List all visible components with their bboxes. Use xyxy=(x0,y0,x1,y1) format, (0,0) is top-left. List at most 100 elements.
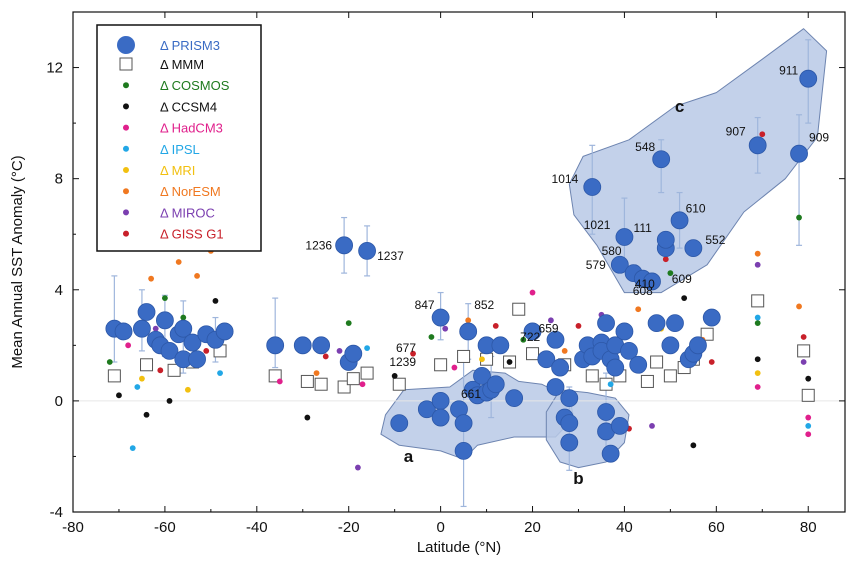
site-label-609: 609 xyxy=(672,272,692,286)
prism3-point xyxy=(601,444,620,463)
prism3-point xyxy=(312,336,331,355)
mmm-point xyxy=(512,302,526,316)
prism3-point xyxy=(643,272,661,291)
model-dot-miroc xyxy=(649,422,655,429)
site-label-579: 579 xyxy=(586,258,606,272)
prism3-point xyxy=(610,416,629,435)
prism3-point xyxy=(293,336,312,355)
prism3-point xyxy=(560,433,579,452)
prism3-point xyxy=(597,403,615,421)
legend-entry-label: Δ NorESM xyxy=(160,184,221,199)
prism3-point xyxy=(615,228,634,246)
y-tick-label: 4 xyxy=(55,282,63,299)
model-dot-hadcm3 xyxy=(529,289,536,296)
prism3-point xyxy=(610,255,629,274)
mmm-point xyxy=(457,349,471,363)
model-dot-mri xyxy=(139,375,145,382)
legend-entry-label: Δ IPSL xyxy=(160,142,200,157)
model-dot-miroc xyxy=(336,347,343,354)
prism3-point xyxy=(491,336,510,355)
model-dot-miroc xyxy=(800,359,807,365)
model-dot-giss-g1 xyxy=(662,256,669,263)
x-tick-label: -60 xyxy=(154,519,176,536)
site-label-608: 608 xyxy=(633,284,653,298)
region-labels: a b c xyxy=(404,97,685,488)
x-tick-label: 80 xyxy=(800,519,817,536)
model-dot-giss-g1 xyxy=(492,322,499,329)
model-dot-ccsm4 xyxy=(391,372,398,379)
site-label-1237: 1237 xyxy=(377,249,404,263)
legend-entry-label: Δ MIROC xyxy=(160,205,215,220)
model-dot-mri xyxy=(184,386,191,393)
site-label-909: 909 xyxy=(809,131,829,145)
y-tick-label: 8 xyxy=(55,171,63,188)
model-dot-giss-g1 xyxy=(575,322,582,329)
prism3-point xyxy=(647,314,666,333)
model-dot-giss-g1 xyxy=(708,359,715,365)
model-dot-ccsm4 xyxy=(166,397,173,404)
mmm-point xyxy=(751,294,765,308)
prism3-point xyxy=(597,314,615,333)
model-dot-noresm xyxy=(313,370,320,377)
x-tick-label: 20 xyxy=(524,519,541,536)
site-label-907: 907 xyxy=(726,124,746,138)
site-label-722: 722 xyxy=(520,330,540,344)
prism3-point xyxy=(454,414,473,433)
mmm-point xyxy=(314,377,328,391)
prism3-point xyxy=(431,408,450,427)
model-dot-ccsm4 xyxy=(681,295,688,302)
prism3-point xyxy=(656,230,675,249)
model-dot-hadcm3 xyxy=(805,414,812,421)
prism3-point xyxy=(505,389,524,408)
prism3-point xyxy=(702,308,721,327)
prism3-point xyxy=(748,136,767,155)
legend-entry-label: Δ MMM xyxy=(160,57,204,72)
model-dot-miroc xyxy=(442,325,449,332)
site-label-552: 552 xyxy=(705,233,725,247)
prism3-point xyxy=(652,150,671,169)
prism3-point xyxy=(133,319,151,338)
prism3-point xyxy=(661,336,680,355)
model-dot-hadcm3 xyxy=(125,342,132,349)
model-dot-ccsm4 xyxy=(304,414,311,421)
model-dot-cosmos xyxy=(754,320,761,327)
mmm-point xyxy=(797,344,811,358)
model-dot-miroc xyxy=(152,325,159,332)
site-label-1239: 1239 xyxy=(389,355,416,369)
legend-dot-marker xyxy=(123,188,129,195)
model-dot-mri xyxy=(754,370,761,377)
site-label-1236: 1236 xyxy=(305,238,332,252)
mmm-point xyxy=(700,327,714,341)
model-dot-ipsl xyxy=(754,314,761,321)
model-dot-noresm xyxy=(175,259,182,265)
prism3-point xyxy=(137,303,156,321)
prism3-point xyxy=(615,322,634,341)
mmm-point xyxy=(801,388,815,402)
mmm-point xyxy=(140,358,154,372)
model-dot-cosmos xyxy=(345,320,352,327)
prism3-point xyxy=(358,241,376,260)
prism3-point xyxy=(473,366,491,385)
model-dot-hadcm3 xyxy=(754,384,761,390)
model-dot-noresm xyxy=(465,317,472,324)
legend-entry-label: Δ MRI xyxy=(160,163,195,178)
site-label-1021: 1021 xyxy=(584,218,611,232)
region-label-c: c xyxy=(675,97,684,116)
model-dot-giss-g1 xyxy=(410,350,416,357)
legend: Δ PRISM3 Δ MMM Δ COSMOS Δ CCSM4 Δ HadCM3 Δ IP… xyxy=(96,24,262,252)
model-dot-miroc xyxy=(355,464,361,471)
model-dot-hadcm3 xyxy=(359,381,366,388)
prism3-point xyxy=(537,350,556,369)
legend-dot-marker xyxy=(123,145,129,152)
region-label-b: b xyxy=(573,469,583,488)
mmm-point xyxy=(434,358,448,372)
plot-frame xyxy=(72,11,846,513)
prism3-point xyxy=(188,350,206,369)
model-dot-miroc xyxy=(548,317,554,324)
site-label-580: 580 xyxy=(602,244,622,258)
legend-mmm-marker xyxy=(119,57,133,71)
mmm-point xyxy=(663,369,677,383)
region-c xyxy=(568,28,828,294)
